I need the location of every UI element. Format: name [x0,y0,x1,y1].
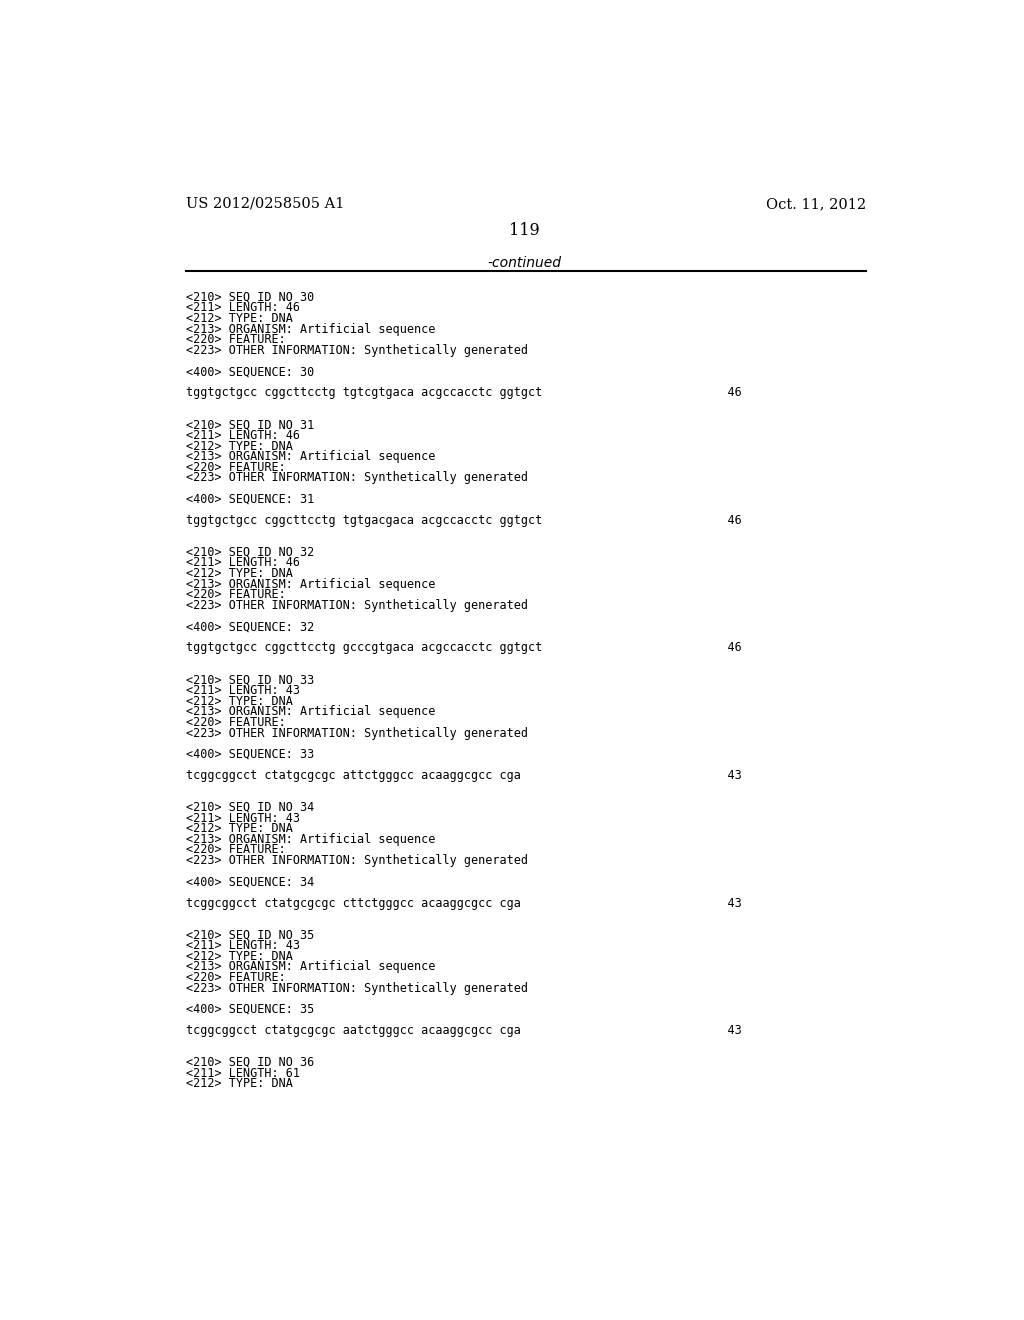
Text: <211> LENGTH: 46: <211> LENGTH: 46 [186,301,300,314]
Text: <210> SEQ ID NO 33: <210> SEQ ID NO 33 [186,673,314,686]
Text: <212> TYPE: DNA: <212> TYPE: DNA [186,949,293,962]
Text: tcggcggcct ctatgcgcgc aatctgggcc acaaggcgcc cga                             43: tcggcggcct ctatgcgcgc aatctgggcc acaaggc… [186,1024,741,1038]
Text: <220> FEATURE:: <220> FEATURE: [186,972,286,983]
Text: <213> ORGANISM: Artificial sequence: <213> ORGANISM: Artificial sequence [186,833,435,846]
Text: tggtgctgcc cggcttcctg gcccgtgaca acgccacctc ggtgct                          46: tggtgctgcc cggcttcctg gcccgtgaca acgccac… [186,642,741,655]
Text: <212> TYPE: DNA: <212> TYPE: DNA [186,440,293,453]
Text: <220> FEATURE:: <220> FEATURE: [186,715,286,729]
Text: <220> FEATURE:: <220> FEATURE: [186,843,286,857]
Text: <213> ORGANISM: Artificial sequence: <213> ORGANISM: Artificial sequence [186,322,435,335]
Text: <210> SEQ ID NO 35: <210> SEQ ID NO 35 [186,928,314,941]
Text: <223> OTHER INFORMATION: Synthetically generated: <223> OTHER INFORMATION: Synthetically g… [186,854,528,867]
Text: 119: 119 [509,222,541,239]
Text: <212> TYPE: DNA: <212> TYPE: DNA [186,312,293,325]
Text: <223> OTHER INFORMATION: Synthetically generated: <223> OTHER INFORMATION: Synthetically g… [186,471,528,484]
Text: <223> OTHER INFORMATION: Synthetically generated: <223> OTHER INFORMATION: Synthetically g… [186,726,528,739]
Text: <212> TYPE: DNA: <212> TYPE: DNA [186,568,293,579]
Text: <213> ORGANISM: Artificial sequence: <213> ORGANISM: Artificial sequence [186,705,435,718]
Text: <211> LENGTH: 61: <211> LENGTH: 61 [186,1067,300,1080]
Text: <213> ORGANISM: Artificial sequence: <213> ORGANISM: Artificial sequence [186,450,435,463]
Text: <400> SEQUENCE: 33: <400> SEQUENCE: 33 [186,747,314,760]
Text: <400> SEQUENCE: 30: <400> SEQUENCE: 30 [186,366,314,379]
Text: -continued: -continued [487,256,562,271]
Text: <220> FEATURE:: <220> FEATURE: [186,589,286,602]
Text: <213> ORGANISM: Artificial sequence: <213> ORGANISM: Artificial sequence [186,960,435,973]
Text: <210> SEQ ID NO 36: <210> SEQ ID NO 36 [186,1056,314,1069]
Text: <400> SEQUENCE: 34: <400> SEQUENCE: 34 [186,875,314,888]
Text: <212> TYPE: DNA: <212> TYPE: DNA [186,1077,293,1090]
Text: tggtgctgcc cggcttcctg tgtcgtgaca acgccacctc ggtgct                          46: tggtgctgcc cggcttcctg tgtcgtgaca acgccac… [186,387,741,400]
Text: <211> LENGTH: 43: <211> LENGTH: 43 [186,684,300,697]
Text: <213> ORGANISM: Artificial sequence: <213> ORGANISM: Artificial sequence [186,578,435,591]
Text: tcggcggcct ctatgcgcgc attctgggcc acaaggcgcc cga                             43: tcggcggcct ctatgcgcgc attctgggcc acaaggc… [186,770,741,781]
Text: <210> SEQ ID NO 34: <210> SEQ ID NO 34 [186,801,314,814]
Text: <212> TYPE: DNA: <212> TYPE: DNA [186,822,293,836]
Text: <210> SEQ ID NO 31: <210> SEQ ID NO 31 [186,418,314,432]
Text: <211> LENGTH: 46: <211> LENGTH: 46 [186,557,300,569]
Text: <210> SEQ ID NO 30: <210> SEQ ID NO 30 [186,290,314,304]
Text: <223> OTHER INFORMATION: Synthetically generated: <223> OTHER INFORMATION: Synthetically g… [186,345,528,356]
Text: <211> LENGTH: 43: <211> LENGTH: 43 [186,812,300,825]
Text: <400> SEQUENCE: 31: <400> SEQUENCE: 31 [186,492,314,506]
Text: <223> OTHER INFORMATION: Synthetically generated: <223> OTHER INFORMATION: Synthetically g… [186,599,528,612]
Text: <400> SEQUENCE: 32: <400> SEQUENCE: 32 [186,620,314,634]
Text: <220> FEATURE:: <220> FEATURE: [186,334,286,346]
Text: tcggcggcct ctatgcgcgc cttctgggcc acaaggcgcc cga                             43: tcggcggcct ctatgcgcgc cttctgggcc acaaggc… [186,896,741,909]
Text: <220> FEATURE:: <220> FEATURE: [186,461,286,474]
Text: <211> LENGTH: 43: <211> LENGTH: 43 [186,939,300,952]
Text: <212> TYPE: DNA: <212> TYPE: DNA [186,694,293,708]
Text: <400> SEQUENCE: 35: <400> SEQUENCE: 35 [186,1003,314,1016]
Text: <223> OTHER INFORMATION: Synthetically generated: <223> OTHER INFORMATION: Synthetically g… [186,982,528,994]
Text: Oct. 11, 2012: Oct. 11, 2012 [766,197,866,211]
Text: <211> LENGTH: 46: <211> LENGTH: 46 [186,429,300,442]
Text: US 2012/0258505 A1: US 2012/0258505 A1 [186,197,344,211]
Text: <210> SEQ ID NO 32: <210> SEQ ID NO 32 [186,546,314,558]
Text: tggtgctgcc cggcttcctg tgtgacgaca acgccacctc ggtgct                          46: tggtgctgcc cggcttcctg tgtgacgaca acgccac… [186,513,741,527]
